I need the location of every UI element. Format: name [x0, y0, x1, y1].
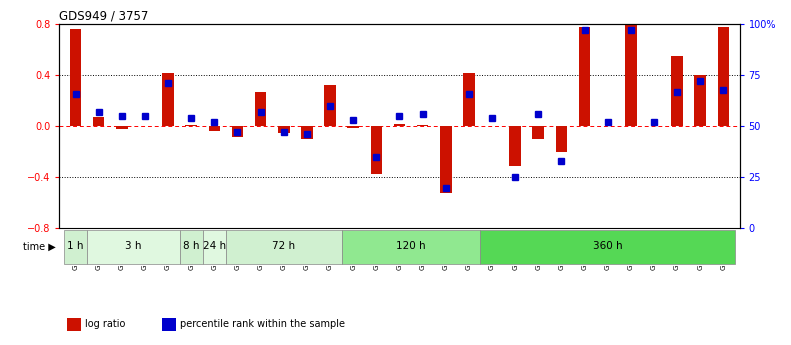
Bar: [202, 230, 226, 264]
Text: 3 h: 3 h: [125, 241, 142, 251]
Bar: [226, 230, 342, 264]
Bar: [625, 24, 637, 126]
Bar: [278, 126, 290, 133]
Bar: [162, 73, 174, 126]
Bar: [324, 86, 336, 126]
Bar: [301, 126, 312, 139]
Bar: [672, 56, 683, 126]
Bar: [185, 125, 197, 126]
Bar: [480, 230, 735, 264]
Bar: [64, 230, 87, 264]
Text: 1 h: 1 h: [67, 241, 84, 251]
Bar: [209, 126, 220, 131]
Bar: [255, 92, 267, 126]
Bar: [70, 29, 81, 126]
Bar: [180, 230, 202, 264]
Bar: [509, 126, 521, 166]
Bar: [717, 27, 729, 126]
Bar: [555, 126, 567, 152]
Bar: [232, 126, 244, 137]
Bar: [87, 230, 180, 264]
Bar: [463, 73, 475, 126]
Text: 120 h: 120 h: [396, 241, 426, 251]
Text: log ratio: log ratio: [85, 319, 125, 329]
Text: 72 h: 72 h: [272, 241, 295, 251]
Text: 24 h: 24 h: [202, 241, 226, 251]
Bar: [694, 75, 706, 126]
Bar: [579, 27, 590, 126]
Bar: [532, 126, 544, 139]
Bar: [370, 126, 382, 174]
Bar: [417, 125, 429, 126]
Text: time ▶: time ▶: [23, 242, 55, 252]
Bar: [394, 124, 405, 126]
Bar: [342, 230, 480, 264]
Bar: [440, 126, 452, 193]
Bar: [93, 117, 104, 126]
Bar: [116, 126, 127, 129]
Text: 360 h: 360 h: [593, 241, 623, 251]
Bar: [347, 126, 359, 128]
Text: percentile rank within the sample: percentile rank within the sample: [180, 319, 345, 329]
Text: 8 h: 8 h: [183, 241, 199, 251]
Text: GDS949 / 3757: GDS949 / 3757: [59, 10, 149, 23]
